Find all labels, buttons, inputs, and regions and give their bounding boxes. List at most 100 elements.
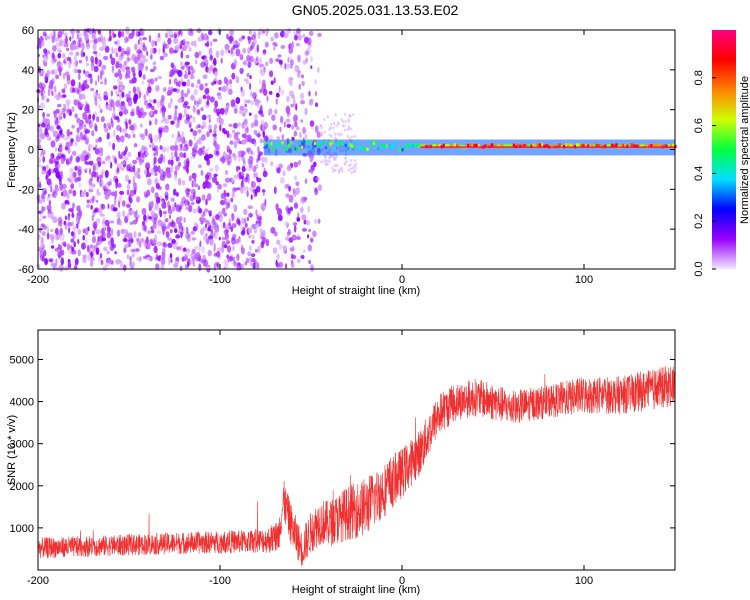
spectrogram-cell	[191, 237, 197, 241]
spectrogram-cell	[258, 151, 263, 156]
colorbar-tick-label: 0.8	[693, 70, 705, 85]
spectrogram-cell	[343, 112, 347, 116]
spectrogram-cell	[115, 61, 120, 69]
spectrogram-cell	[80, 191, 86, 198]
spectrogram-cell	[164, 191, 169, 199]
spectrogram-cell	[169, 229, 173, 234]
spectrogram-cell	[128, 119, 132, 125]
spectrogram-cell	[95, 138, 99, 144]
spectrogram-cell	[214, 71, 218, 77]
spectrogram-cell	[226, 130, 230, 138]
spectrogram-cell	[295, 42, 300, 47]
spectrogram-cell	[51, 90, 54, 96]
spectrogram-cell	[165, 231, 170, 239]
spectrogram-cell	[227, 245, 232, 253]
spectrogram-cell	[223, 244, 228, 249]
spectrogram-cell	[171, 219, 174, 226]
spectrogram-cell	[156, 223, 161, 228]
carrier-cell	[379, 144, 382, 148]
spectrogram-cell	[320, 126, 324, 130]
spectrogram-cell	[247, 227, 253, 234]
spectrogram-cell	[194, 51, 200, 59]
spectrogram-cell	[253, 140, 257, 147]
spectrogram-cell	[295, 181, 300, 187]
spectrogram-cell	[259, 228, 263, 234]
spectrogram-cell	[55, 190, 58, 196]
spectrogram-cell	[228, 123, 233, 127]
carrier-cell	[654, 144, 657, 148]
spectrogram-cell	[185, 226, 189, 234]
spectrogram-cell	[121, 84, 125, 91]
spectrogram-cell	[101, 160, 106, 165]
spectrogram-cell	[106, 259, 112, 264]
spectrogram-cell	[150, 186, 155, 194]
spectrogram-cell	[260, 202, 266, 211]
spectrogram-cell	[192, 130, 198, 137]
spectrogram-cell	[279, 126, 282, 133]
carrier-cell	[431, 144, 435, 148]
spectrogram-cell	[104, 77, 107, 86]
spectrogram-cell	[210, 41, 213, 47]
spectrogram-cell	[65, 36, 68, 44]
carrier-cell	[309, 140, 312, 145]
spectrogram-cell	[353, 164, 356, 168]
spectrogram-cell	[57, 30, 63, 38]
spectrogram-cell	[89, 184, 92, 190]
spectrogram-cell	[39, 226, 42, 234]
spectrogram-cell	[226, 145, 230, 151]
spectrogram-cell	[84, 167, 89, 172]
spectrogram-cell	[173, 263, 179, 268]
spectrogram-cell	[136, 214, 140, 219]
carrier-cell	[630, 143, 633, 147]
spectrogram-cell	[111, 69, 115, 74]
spectrogram-cell	[75, 52, 79, 56]
carrier-cell	[475, 143, 478, 147]
spectrogram-cell	[38, 82, 43, 89]
spectrogram-cell	[94, 56, 98, 65]
spectrogram-cell	[97, 37, 102, 43]
spectrogram-cell	[52, 130, 59, 138]
spectrogram-cell	[155, 41, 158, 47]
spectrogram-cell	[111, 99, 115, 107]
spectrogram-cell	[183, 247, 187, 251]
spectrogram-cell	[239, 53, 244, 61]
spectrogram-cell	[64, 215, 68, 221]
spectrogram-cell	[159, 145, 163, 150]
spectrogram-cell	[130, 66, 136, 73]
spectrogram-cell	[113, 198, 117, 206]
spectrogram-cell	[340, 166, 343, 170]
spectrogram-cell	[85, 191, 89, 198]
spectrogram-cell	[124, 36, 128, 44]
spectrogram-cell	[201, 134, 206, 141]
spectrogram-cell	[236, 218, 241, 225]
colorbar-tick-label: 0.4	[693, 166, 705, 181]
spectrogram-cell	[118, 154, 123, 159]
spectrogram-cell	[170, 197, 175, 202]
spectrogram-cell	[52, 191, 57, 199]
spectrogram-cell	[332, 126, 335, 130]
spectrogram-cell	[259, 78, 262, 85]
spectrogram-cell	[112, 48, 118, 54]
spectrogram-cell	[222, 221, 226, 229]
spectrogram-cell	[286, 210, 289, 215]
spectrogram-cell	[224, 232, 229, 237]
spectrogram-cell	[62, 189, 68, 197]
spectrogram-cell	[88, 188, 94, 193]
spectrogram-cell	[180, 77, 183, 82]
spectrogram-cell	[247, 61, 252, 68]
spectrogram-cell	[64, 200, 70, 205]
spectrogram-cell	[338, 168, 341, 172]
spectrogram-cell	[288, 185, 291, 192]
spectrogram-cell	[203, 234, 207, 242]
spectrogram-cell	[153, 218, 157, 223]
spectrogram-cell	[242, 47, 246, 54]
spectrogram-cell	[350, 159, 353, 162]
spectrogram-cell	[166, 145, 170, 153]
spectrogram-cell	[40, 122, 46, 128]
spectrogram-cell	[132, 164, 136, 173]
spectrogram-cell	[105, 105, 110, 110]
spectrogram-cell	[233, 58, 237, 66]
spectrogram-cell	[190, 128, 194, 133]
spectrogram-cell	[200, 170, 204, 176]
spectrogram-cell	[46, 170, 50, 178]
